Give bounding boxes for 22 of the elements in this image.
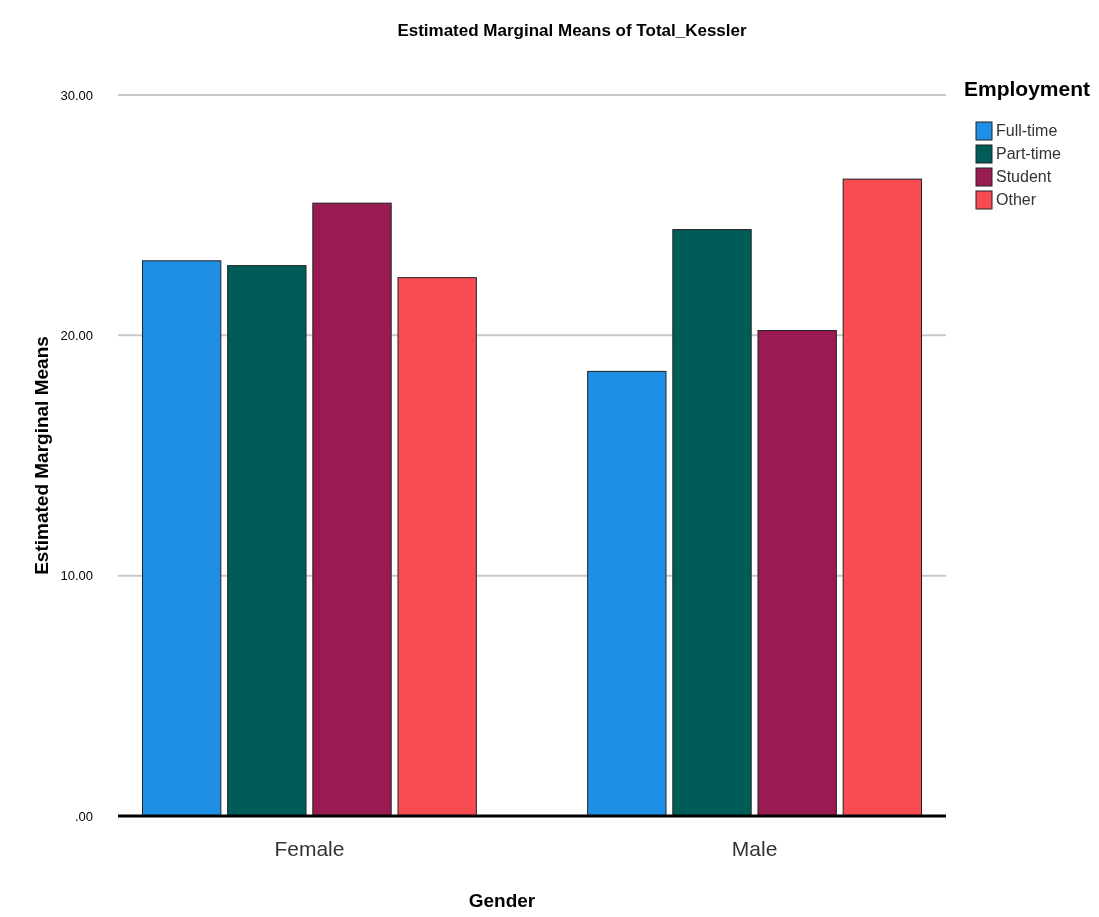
legend-label: Part-time [996,145,1061,162]
bar [312,202,392,817]
y-axis-title: Estimated Marginal Means [31,336,52,575]
bar [672,229,752,817]
legend-title: Employment [964,77,1091,100]
x-tick-label: Female [274,837,345,860]
y-tick-label: 20.00 [60,327,93,343]
y-tick-label: .00 [74,808,93,824]
legend-label: Student [996,168,1052,185]
y-tick-label: 30.00 [60,87,93,103]
bar [227,265,307,817]
bar [757,330,837,817]
x-tick-label: Male [731,837,778,860]
legend-label: Full-time [996,122,1058,139]
bar [141,260,222,817]
y-tick-label: 10.00 [60,568,93,584]
x-axis-title: Gender [468,890,536,911]
bar [397,277,477,817]
chart-title: Estimated Marginal Means of Total_Kessler [397,21,747,40]
bar [842,178,923,817]
bar [587,370,667,817]
legend-label: Other [996,191,1037,208]
